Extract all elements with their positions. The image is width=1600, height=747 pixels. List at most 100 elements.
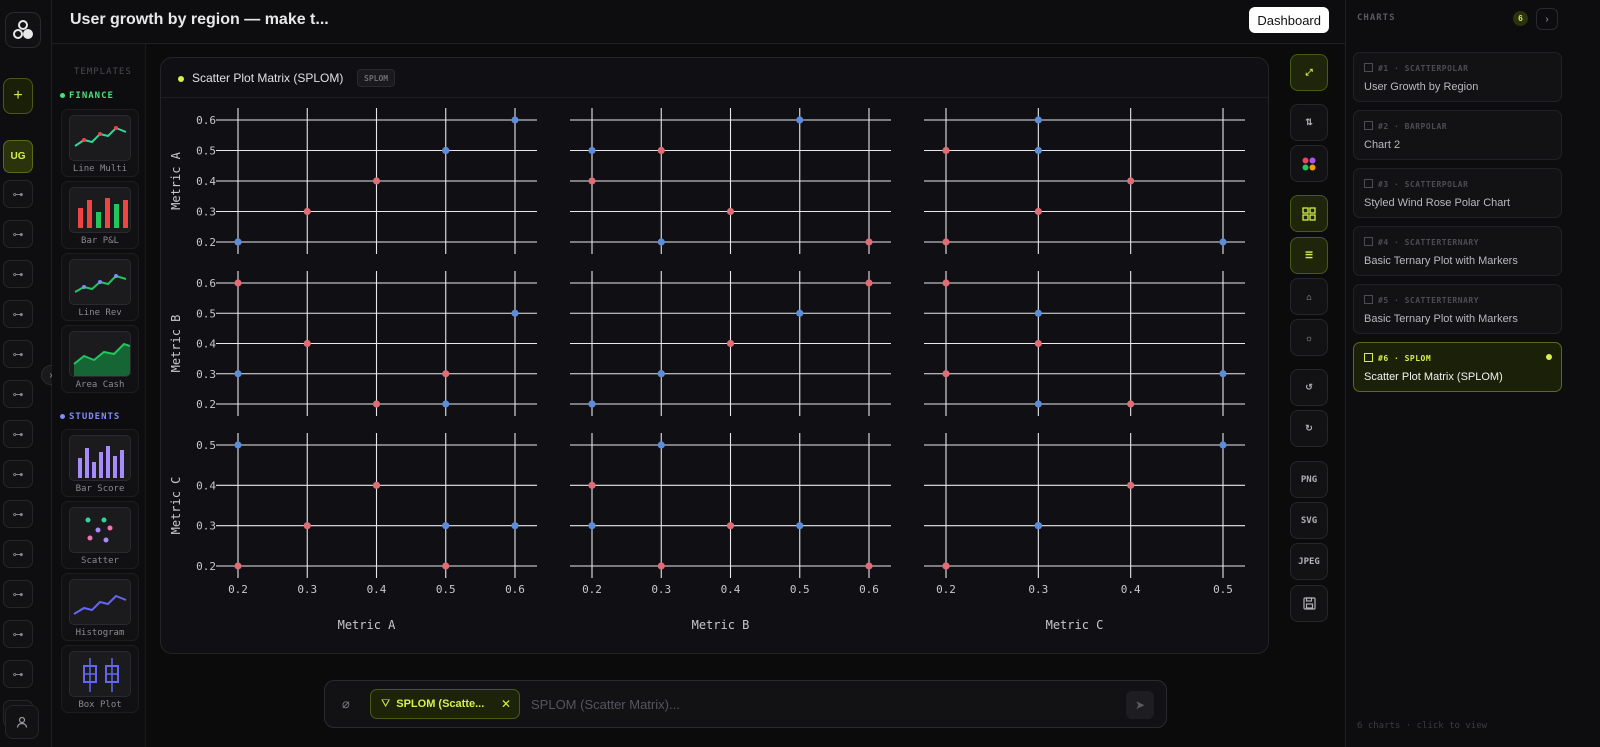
grid-icon <box>1364 295 1373 304</box>
chart-card-header: Scatter Plot Matrix (SPLOM) SPLOM <box>161 58 1268 98</box>
key-icon: ⊶ <box>12 268 24 281</box>
charts-footer: 6 charts · click to view <box>1357 721 1488 731</box>
export-svg-button[interactable]: SVG <box>1290 502 1328 539</box>
template-label: Histogram <box>75 628 125 638</box>
active-session-button[interactable]: UG <box>3 140 33 173</box>
export-png-button[interactable]: PNG <box>1290 461 1328 498</box>
category-label: STUDENTS <box>69 412 121 422</box>
undo-button[interactable]: ↺ <box>1290 369 1328 406</box>
line-chart-icon <box>69 115 131 161</box>
grid-icon <box>1302 206 1316 221</box>
chart-title: Scatter Plot Matrix (SPLOM) <box>192 71 344 85</box>
selected-template-chip[interactable]: ⛛ SPLOM (Scatte... ✕ <box>370 689 520 719</box>
template-icon: ⛛ <box>381 697 391 710</box>
chart-name: Styled Wind Rose Polar Chart <box>1364 197 1511 209</box>
session-key-button[interactable]: ⊶ <box>3 580 33 608</box>
user-profile-button[interactable] <box>5 705 39 739</box>
palette-button[interactable] <box>1290 145 1328 182</box>
templates-heading: TEMPLATES <box>74 67 132 77</box>
key-icon: ⊶ <box>12 548 24 561</box>
chart-list-item[interactable]: #4 · SCATTERTERNARY Basic Ternary Plot w… <box>1353 226 1562 276</box>
key-icon: ⊶ <box>12 628 24 641</box>
session-key-button[interactable]: ⊶ <box>3 540 33 568</box>
charts-heading: CHARTS <box>1357 13 1396 23</box>
key-icon: ⊶ <box>12 588 24 601</box>
save-button[interactable] <box>1290 585 1328 622</box>
attach-icon[interactable]: ⌀ <box>342 696 350 711</box>
chevron-right-icon: › <box>1545 13 1549 25</box>
template-bar-pl[interactable]: Bar P&L <box>61 181 139 249</box>
bar-chart-icon <box>69 435 131 481</box>
template-label: Area Cash <box>75 380 125 390</box>
prompt-bar: ⌀ ⛛ SPLOM (Scatte... ✕ ➤ <box>324 680 1167 728</box>
template-bar-score[interactable]: Bar Score <box>61 429 139 497</box>
key-icon: ⊶ <box>12 188 24 201</box>
session-key-button[interactable]: ⊶ <box>3 380 33 408</box>
session-key-button[interactable]: ⊶ <box>3 420 33 448</box>
category-label: FINANCE <box>69 91 114 101</box>
session-key-button[interactable]: ⊶ <box>3 340 33 368</box>
chart-list-item[interactable]: #3 · SCATTERPOLAR Styled Wind Rose Polar… <box>1353 168 1562 218</box>
export-jpeg-button[interactable]: JPEG <box>1290 543 1328 580</box>
template-box-plot[interactable]: Box Plot <box>61 645 139 713</box>
sun-icon: ☼ <box>1304 332 1314 343</box>
category-dot <box>60 93 65 98</box>
grid-icon <box>1364 179 1373 188</box>
redo-button[interactable]: ↻ <box>1290 410 1328 447</box>
charts-count-badge: 6 <box>1513 11 1528 26</box>
expand-icon: ⤢ <box>1305 67 1313 77</box>
session-key-button[interactable]: ⊶ <box>3 300 33 328</box>
brightness-button[interactable]: ☼ <box>1290 319 1328 356</box>
collapse-panel-button[interactable]: › <box>1536 8 1558 30</box>
grid-icon <box>1364 121 1373 130</box>
top-header: User growth by region — make t... Dashbo… <box>52 0 1345 44</box>
chart-tools: ⤢ ⇅ ☰ ⌂ ☼ ↺ ↻ PNG SVG JPEG <box>1285 44 1344 747</box>
session-key-button[interactable]: ⊶ <box>3 180 33 208</box>
redo-icon: ↻ <box>1305 423 1313 433</box>
session-key-button[interactable]: ⊶ <box>3 460 33 488</box>
grid-button[interactable] <box>1290 195 1328 232</box>
prompt-input[interactable] <box>531 693 1091 715</box>
legend-icon: ☰ <box>1304 250 1314 260</box>
chart-list-item[interactable]: #2 · BARPOLAR Chart 2 <box>1353 110 1562 160</box>
expand-button[interactable]: ⤢ <box>1290 54 1328 91</box>
chevron-right-icon: › <box>49 369 53 381</box>
area-chart-icon <box>69 331 131 377</box>
key-icon: ⊶ <box>12 348 24 361</box>
chart-list-item[interactable]: #5 · SCATTERTERNARY Basic Ternary Plot w… <box>1353 284 1562 334</box>
template-label: Bar P&L <box>81 236 119 246</box>
logo-icon <box>13 20 33 39</box>
template-area-cash[interactable]: Area Cash <box>61 325 139 393</box>
close-icon[interactable]: ✕ <box>500 697 511 711</box>
template-histogram[interactable]: Histogram <box>61 573 139 641</box>
dashboard-button[interactable]: Dashboard <box>1249 7 1329 33</box>
template-label: Bar Score <box>75 484 125 494</box>
send-button[interactable]: ➤ <box>1126 691 1154 719</box>
app-logo[interactable] <box>5 12 41 48</box>
template-label: Scatter <box>81 556 119 566</box>
chart-list-item[interactable]: #1 · SCATTERPOLAR User Growth by Region <box>1353 52 1562 102</box>
chart-name: User Growth by Region <box>1364 81 1479 93</box>
line-chart-icon <box>69 259 131 305</box>
tag-button[interactable]: ⌂ <box>1290 278 1328 315</box>
chart-list-item-active[interactable]: #6 · SPLOM Scatter Plot Matrix (SPLOM) <box>1353 342 1562 392</box>
legend-button[interactable]: ☰ <box>1290 237 1328 274</box>
template-line-multi[interactable]: Line Multi <box>61 109 139 177</box>
new-chat-button[interactable]: + <box>3 78 33 114</box>
template-label: Line Rev <box>78 308 122 318</box>
template-label: Line Multi <box>72 164 128 174</box>
session-key-button[interactable]: ⊶ <box>3 620 33 648</box>
key-icon: ⊶ <box>12 508 24 521</box>
user-icon <box>16 716 28 728</box>
template-line-rev[interactable]: Line Rev <box>61 253 139 321</box>
grid-icon <box>1364 353 1373 362</box>
session-key-button[interactable]: ⊶ <box>3 500 33 528</box>
grid-icon <box>1364 63 1373 72</box>
key-icon: ⊶ <box>12 308 24 321</box>
session-key-button[interactable]: ⊶ <box>3 260 33 288</box>
template-scatter[interactable]: Scatter <box>61 501 139 569</box>
session-key-button[interactable]: ⊶ <box>3 660 33 688</box>
chart-name: Chart 2 <box>1364 139 1401 151</box>
session-key-button[interactable]: ⊶ <box>3 220 33 248</box>
swap-button[interactable]: ⇅ <box>1290 104 1328 141</box>
